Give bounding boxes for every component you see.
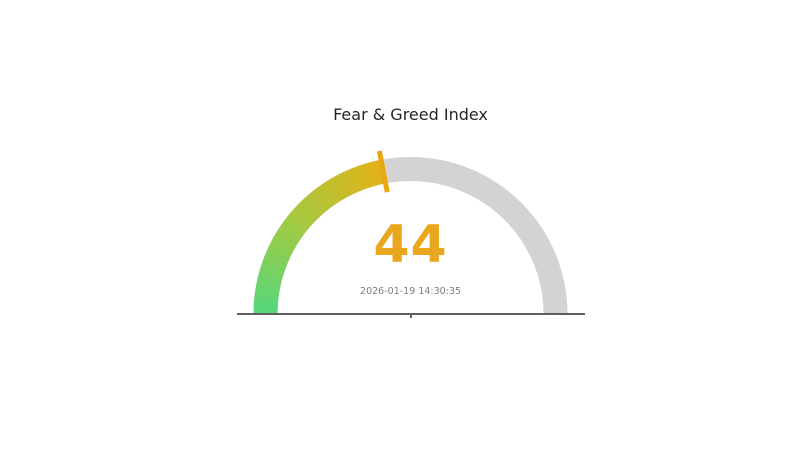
gauge-needle [376,150,390,193]
axis-baseline [237,313,585,315]
axis-center-tick [410,315,412,318]
timestamp-label: 2026-01-19 14:30:35 [360,286,461,297]
chart-title: Fear & Greed Index [333,105,488,124]
gauge-value: 44 [373,215,448,275]
gauge-value-arc [253,159,386,315]
